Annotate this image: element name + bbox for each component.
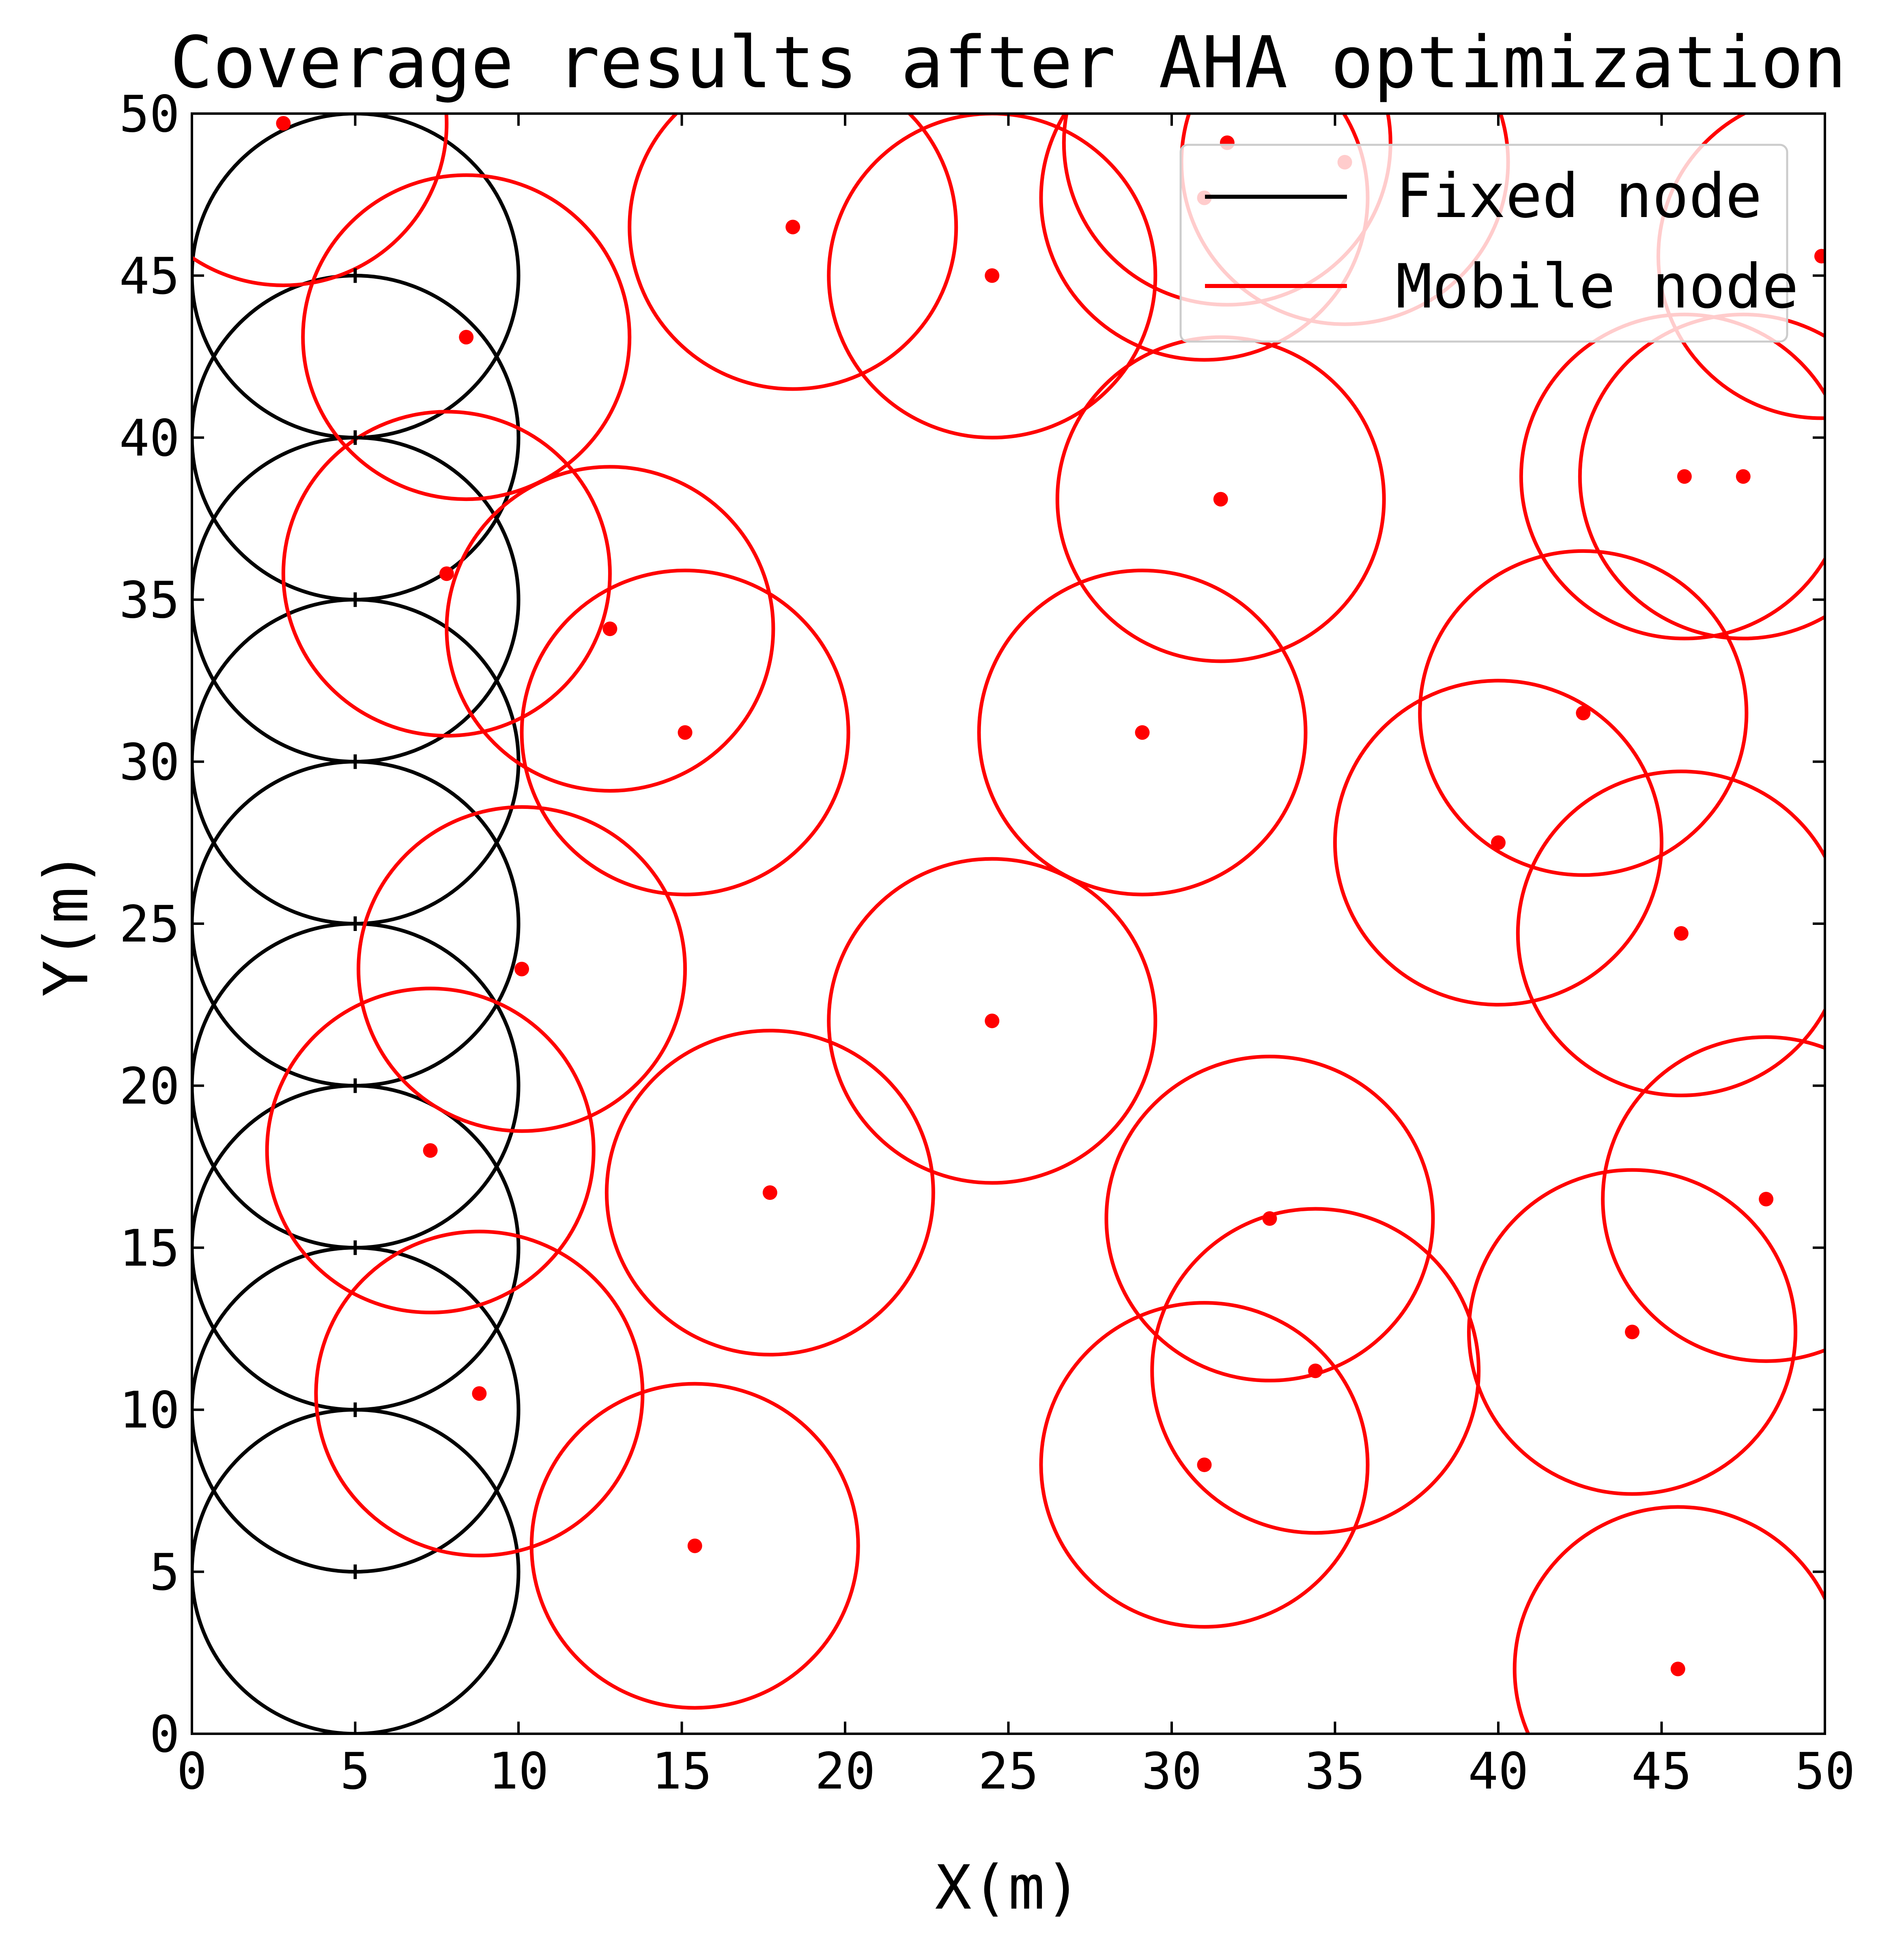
fixed-node-marker (348, 592, 363, 607)
y-tick-labels: 0 5 10 15 20 25 30 35 40 45 50 (119, 85, 180, 1764)
mobile-node-coverage-circle (1467, 1168, 1798, 1496)
x-tick-label: 50 (1794, 1742, 1855, 1801)
mobile-node-marker (439, 566, 454, 581)
mobile-node-marker (1625, 1324, 1640, 1339)
mobile-node-marker (687, 1538, 702, 1553)
mobile-node-marker (1576, 705, 1591, 720)
mobile-node-marker (678, 725, 693, 740)
node-markers (276, 116, 1825, 1677)
mobile-node-coverage-circle (520, 568, 850, 896)
mobile-node-marker (1677, 469, 1692, 484)
mobile-node-coverage-circle (1333, 679, 1663, 1007)
mobile-node-marker (762, 1185, 777, 1200)
axis-ticks (191, 112, 1826, 1735)
mobile-node-marker (1759, 1191, 1774, 1206)
y-tick-label: 20 (119, 1057, 180, 1116)
fixed-node-marker (348, 754, 363, 769)
mobile-node-coverage-circle (357, 805, 687, 1133)
fixed-node-marker (348, 430, 363, 445)
x-tick-label: 15 (652, 1742, 712, 1801)
x-tick-label: 20 (815, 1742, 875, 1801)
mobile-node-marker (514, 961, 529, 976)
mobile-node-marker (1814, 249, 1825, 264)
mobile-node-coverage-circle (1516, 770, 1825, 1097)
mobile-node-coverage-circle (1039, 1301, 1370, 1629)
y-tick-label: 0 (149, 1705, 180, 1764)
legend-box (1179, 144, 1788, 343)
mobile-node-coverage-circle (827, 857, 1157, 1185)
mobile-node-marker (1491, 835, 1506, 850)
y-tick-label: 5 (149, 1544, 180, 1602)
x-tick-label: 30 (1141, 1742, 1202, 1801)
fixed-node-marker (348, 1402, 363, 1417)
fixed-node-marker (348, 1240, 363, 1255)
fixed-node-marker (348, 1564, 363, 1579)
x-tick-labels: 0 5 10 15 20 25 30 35 40 45 50 (177, 1742, 1855, 1801)
mobile-node-marker (1308, 1363, 1323, 1378)
mobile-node-marker (423, 1143, 438, 1158)
mobile-node-marker (1736, 469, 1751, 484)
y-tick-label: 35 (119, 571, 180, 630)
mobile-node-coverage-circle (301, 173, 632, 501)
legend-label-mobile-node: Mobile node (1396, 252, 1799, 322)
y-tick-label: 40 (119, 409, 180, 468)
x-tick-label: 0 (177, 1742, 207, 1801)
x-tick-label: 25 (978, 1742, 1039, 1801)
mobile-node-marker (1670, 1662, 1685, 1677)
x-tick-label: 10 (488, 1742, 549, 1801)
y-tick-label: 30 (119, 733, 180, 792)
x-tick-label: 35 (1305, 1742, 1365, 1801)
mobile-node-coverage-circle (605, 1029, 935, 1357)
chart-title: Coverage results after AHA optimization (170, 21, 1846, 104)
y-tick-label: 25 (119, 895, 180, 954)
mobile-node-coverage-circle (265, 987, 596, 1315)
y-tick-label: 45 (119, 247, 180, 305)
mobile-node-coverage-circle (1150, 1207, 1481, 1535)
legend-label-fixed-node: Fixed node (1396, 161, 1762, 232)
mobile-node-coverage-circle (445, 465, 775, 793)
x-tick-label: 45 (1631, 1742, 1692, 1801)
mobile-node-coverage-circle (1418, 549, 1749, 877)
x-tick-label: 40 (1468, 1742, 1528, 1801)
mobile-node-marker (1135, 725, 1150, 740)
mobile-node-marker (1262, 1211, 1277, 1226)
x-axis-title: X(m) (935, 1853, 1081, 1923)
mobile-node-coverage-circle (628, 114, 958, 391)
mobile-node-marker (985, 268, 1000, 283)
mobile-node-marker (1213, 492, 1228, 507)
mobile-node-coverage-circle (1512, 1505, 1825, 1734)
mobile-node-coverage-circle (192, 114, 449, 287)
y-axis-title: Y(m) (31, 850, 102, 997)
mobile-node-coverage-circle (977, 568, 1308, 896)
y-tick-label: 50 (119, 85, 180, 144)
mobile-node-coverage-circle (1601, 1035, 1825, 1363)
mobile-node-coverage-circle (529, 1382, 860, 1710)
fixed-node-marker (348, 268, 363, 283)
y-tick-label: 10 (119, 1381, 180, 1440)
mobile-node-marker (1674, 926, 1689, 941)
mobile-node-marker (472, 1386, 487, 1401)
mobile-node-coverage-circle (281, 410, 612, 738)
mobile-node-marker (985, 1013, 1000, 1028)
mobile-node-marker (1197, 1457, 1212, 1472)
mobile-node-marker (602, 621, 617, 636)
fixed-node-marker (348, 1078, 363, 1093)
mobile-node-marker (459, 330, 474, 345)
mobile-node-coverage-circle (1104, 1055, 1435, 1382)
mobile-node-marker (276, 116, 291, 131)
legend: Fixed node Mobile node (1179, 144, 1799, 343)
plot-frame (191, 112, 1826, 1735)
x-tick-label: 5 (340, 1742, 370, 1801)
y-tick-label: 15 (119, 1219, 180, 1278)
mobile-node-marker (785, 219, 800, 234)
fixed-node-marker (348, 916, 363, 931)
